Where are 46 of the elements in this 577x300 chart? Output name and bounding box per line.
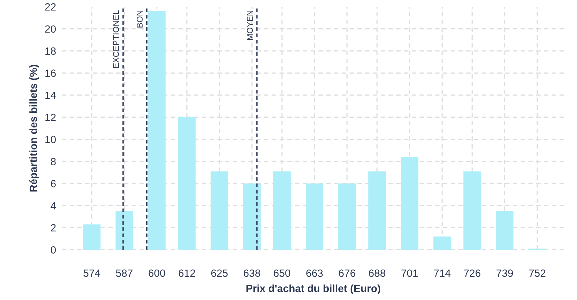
y-tick-label: 10 (46, 136, 56, 144)
x-tick-label: 650 (274, 270, 290, 278)
x-tick-label: 587 (116, 270, 133, 278)
bar (210, 172, 228, 250)
bar (83, 224, 101, 250)
x-tick-label: 676 (339, 270, 356, 278)
y-tick-label: 18 (46, 48, 56, 56)
x-tick-label: 600 (148, 270, 166, 278)
y-tick-label: 4 (50, 202, 56, 210)
y-axis-title: Répartition des billets (%) (30, 65, 40, 192)
bar (434, 236, 452, 250)
bar (368, 172, 386, 250)
bar (116, 211, 134, 250)
ref-line-label: EXCEPTIONEL (113, 10, 120, 68)
bar (496, 211, 514, 250)
x-tick-label: 739 (496, 270, 514, 278)
ref-line-label: MOYEN (247, 10, 254, 40)
x-tick-label: 701 (402, 270, 418, 278)
x-tick-label: 714 (434, 270, 451, 277)
x-tick-label: 663 (306, 270, 323, 278)
x-tick-label: 625 (211, 270, 228, 278)
y-tick-label: 20 (45, 26, 56, 33)
x-tick-label: 726 (464, 270, 481, 278)
x-tick-label: 612 (178, 270, 196, 278)
bar (464, 172, 482, 250)
bar (306, 184, 324, 250)
y-tick-label: 6 (51, 180, 56, 188)
x-axis-title: Prix d'achat du billet (Euro) (246, 284, 380, 294)
bar (401, 157, 419, 250)
bar (273, 172, 291, 250)
bar (338, 184, 356, 250)
x-tick-label: 574 (84, 270, 100, 278)
bar (178, 117, 196, 250)
y-tick-label: 14 (46, 92, 56, 100)
x-tick-label: 752 (529, 270, 546, 278)
x-tick-label: 688 (369, 270, 386, 278)
y-tick-label: 22 (45, 4, 56, 11)
x-tick-label: 638 (244, 270, 260, 278)
bar (243, 184, 261, 250)
bar (148, 11, 166, 250)
ref-line-label: BON (137, 10, 143, 28)
y-tick-label: 16 (46, 70, 56, 78)
y-tick-label: 2 (51, 224, 56, 232)
y-tick-label: 0 (51, 246, 56, 254)
y-tick-label: 12 (46, 114, 56, 122)
y-tick-label: 8 (51, 158, 56, 166)
